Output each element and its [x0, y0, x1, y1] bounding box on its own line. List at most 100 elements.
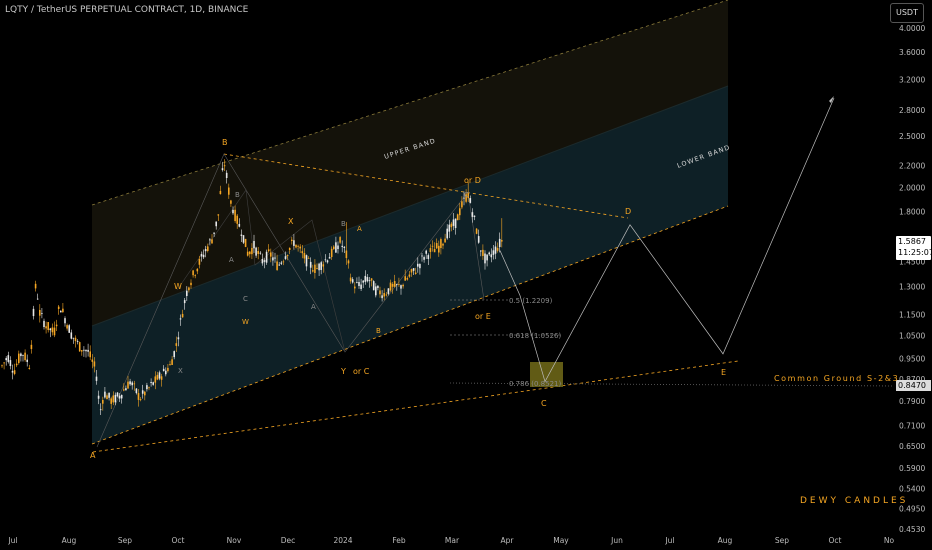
candle-body	[429, 248, 432, 253]
y-axis[interactable]: 4.0000 3.6000 3.2000 2.8000 2.5000 2.2000 2.00…	[899, 24, 925, 534]
candle-body	[60, 310, 62, 313]
common-ground-note: Common Ground S-2&3	[774, 374, 900, 383]
candle-body	[408, 274, 411, 277]
candle-body	[139, 399, 142, 401]
wave-label-gray-B1: B	[235, 191, 240, 199]
candle-body	[7, 355, 10, 362]
y-tick-label: 0.4530	[899, 525, 925, 534]
candle-body	[393, 281, 396, 287]
candle-body	[261, 259, 264, 264]
candle-body	[66, 325, 68, 329]
candle-body	[366, 277, 369, 282]
candle-body	[444, 238, 446, 243]
candle-body	[15, 363, 18, 366]
candle-body	[314, 264, 316, 273]
candle-body	[154, 376, 157, 383]
candle-body	[165, 370, 167, 375]
candle-body	[238, 223, 241, 227]
candle-body	[232, 209, 234, 214]
candle-body	[32, 308, 35, 317]
candle-body	[223, 165, 226, 167]
y-tick-label: 0.5400	[899, 485, 925, 494]
projection-path	[499, 97, 835, 383]
candle-body	[55, 324, 58, 327]
candle-body	[414, 272, 417, 274]
x-tick-label: Jul	[7, 536, 17, 545]
y-tick-label: 3.6000	[899, 48, 925, 57]
candle-body	[343, 246, 346, 248]
last-price-badge: 1.5867 11:25:07	[896, 236, 932, 260]
candle-body	[18, 353, 20, 363]
x-tick-label: Dec	[281, 536, 296, 545]
candle-body	[360, 284, 362, 289]
candle-body	[62, 308, 64, 313]
candle-body	[118, 395, 121, 399]
candle-body	[167, 367, 169, 372]
candle-body	[486, 254, 488, 261]
candle-body	[211, 239, 213, 244]
candle-body	[49, 328, 52, 331]
candle-body	[364, 275, 367, 282]
candle-body	[291, 239, 293, 241]
candle-body	[244, 238, 247, 247]
candle-body	[276, 261, 278, 271]
candle-body	[471, 212, 474, 217]
candle-body	[423, 257, 425, 260]
candle-body	[322, 264, 325, 267]
candle-body	[435, 243, 438, 249]
wave-label-gray-B2: B	[341, 220, 346, 228]
candle-body	[102, 399, 104, 404]
wave-label-B-top: B	[222, 138, 228, 147]
candle-body	[297, 245, 299, 247]
candle-body	[286, 255, 289, 257]
candle-body	[431, 245, 434, 247]
candle-body	[1, 365, 3, 367]
y-tick-label: 1.3000	[899, 283, 925, 292]
candle-body	[9, 360, 12, 367]
candle-body	[425, 250, 427, 254]
candle-body	[169, 364, 171, 366]
candle-body	[144, 391, 146, 396]
y-tick-label: 4.0000	[899, 24, 925, 33]
x-tick-label: 2024	[333, 536, 352, 545]
symbol-title: LQTY / TetherUS PERPETUAL CONTRACT, 1D, …	[5, 5, 249, 15]
candle-body	[217, 214, 220, 216]
candle-body	[83, 349, 85, 351]
x-tick-label: Sep	[775, 536, 789, 545]
wave-label-W-small: W	[242, 318, 249, 326]
wave-label-or-C: or C	[353, 367, 370, 376]
y-tick-label: 0.6500	[899, 442, 925, 451]
candle-body	[450, 223, 453, 228]
y-tick-label: 1.8000	[899, 208, 925, 217]
target-zone-box	[530, 362, 563, 387]
candlestick-series	[1, 159, 503, 415]
y-tick-label: 0.7100	[899, 422, 925, 431]
y-tick-label: 0.7900	[899, 397, 925, 406]
fib-label-0.5: 0.5 (1.2209)	[509, 297, 553, 305]
candle-body	[375, 286, 377, 296]
x-axis[interactable]: Jul Aug Sep Oct Nov Dec 2024 Feb Mar Apr May Jun Jul…	[7, 536, 894, 545]
candle-body	[133, 383, 136, 385]
y-tick-label: 0.8700	[899, 375, 925, 384]
currency-button[interactable]: USDT	[890, 3, 924, 23]
candle-body	[150, 382, 152, 383]
x-tick-label: Jul	[664, 536, 674, 545]
candle-body	[181, 313, 184, 318]
candle-body	[34, 283, 37, 289]
candle-body	[160, 376, 163, 380]
candle-body	[280, 262, 283, 264]
y-tick-label: 0.9500	[899, 355, 925, 364]
fib-0.786-line	[449, 382, 894, 387]
candle-body	[379, 290, 381, 295]
candle-body	[301, 251, 304, 254]
candle-body	[106, 395, 108, 400]
candle-body	[246, 251, 249, 256]
candle-body	[53, 327, 56, 336]
candle-body	[356, 282, 358, 283]
candle-body	[78, 342, 81, 352]
candle-body	[469, 198, 472, 203]
candle-body	[13, 370, 16, 374]
candle-body	[230, 200, 232, 204]
candle-body	[477, 236, 480, 243]
